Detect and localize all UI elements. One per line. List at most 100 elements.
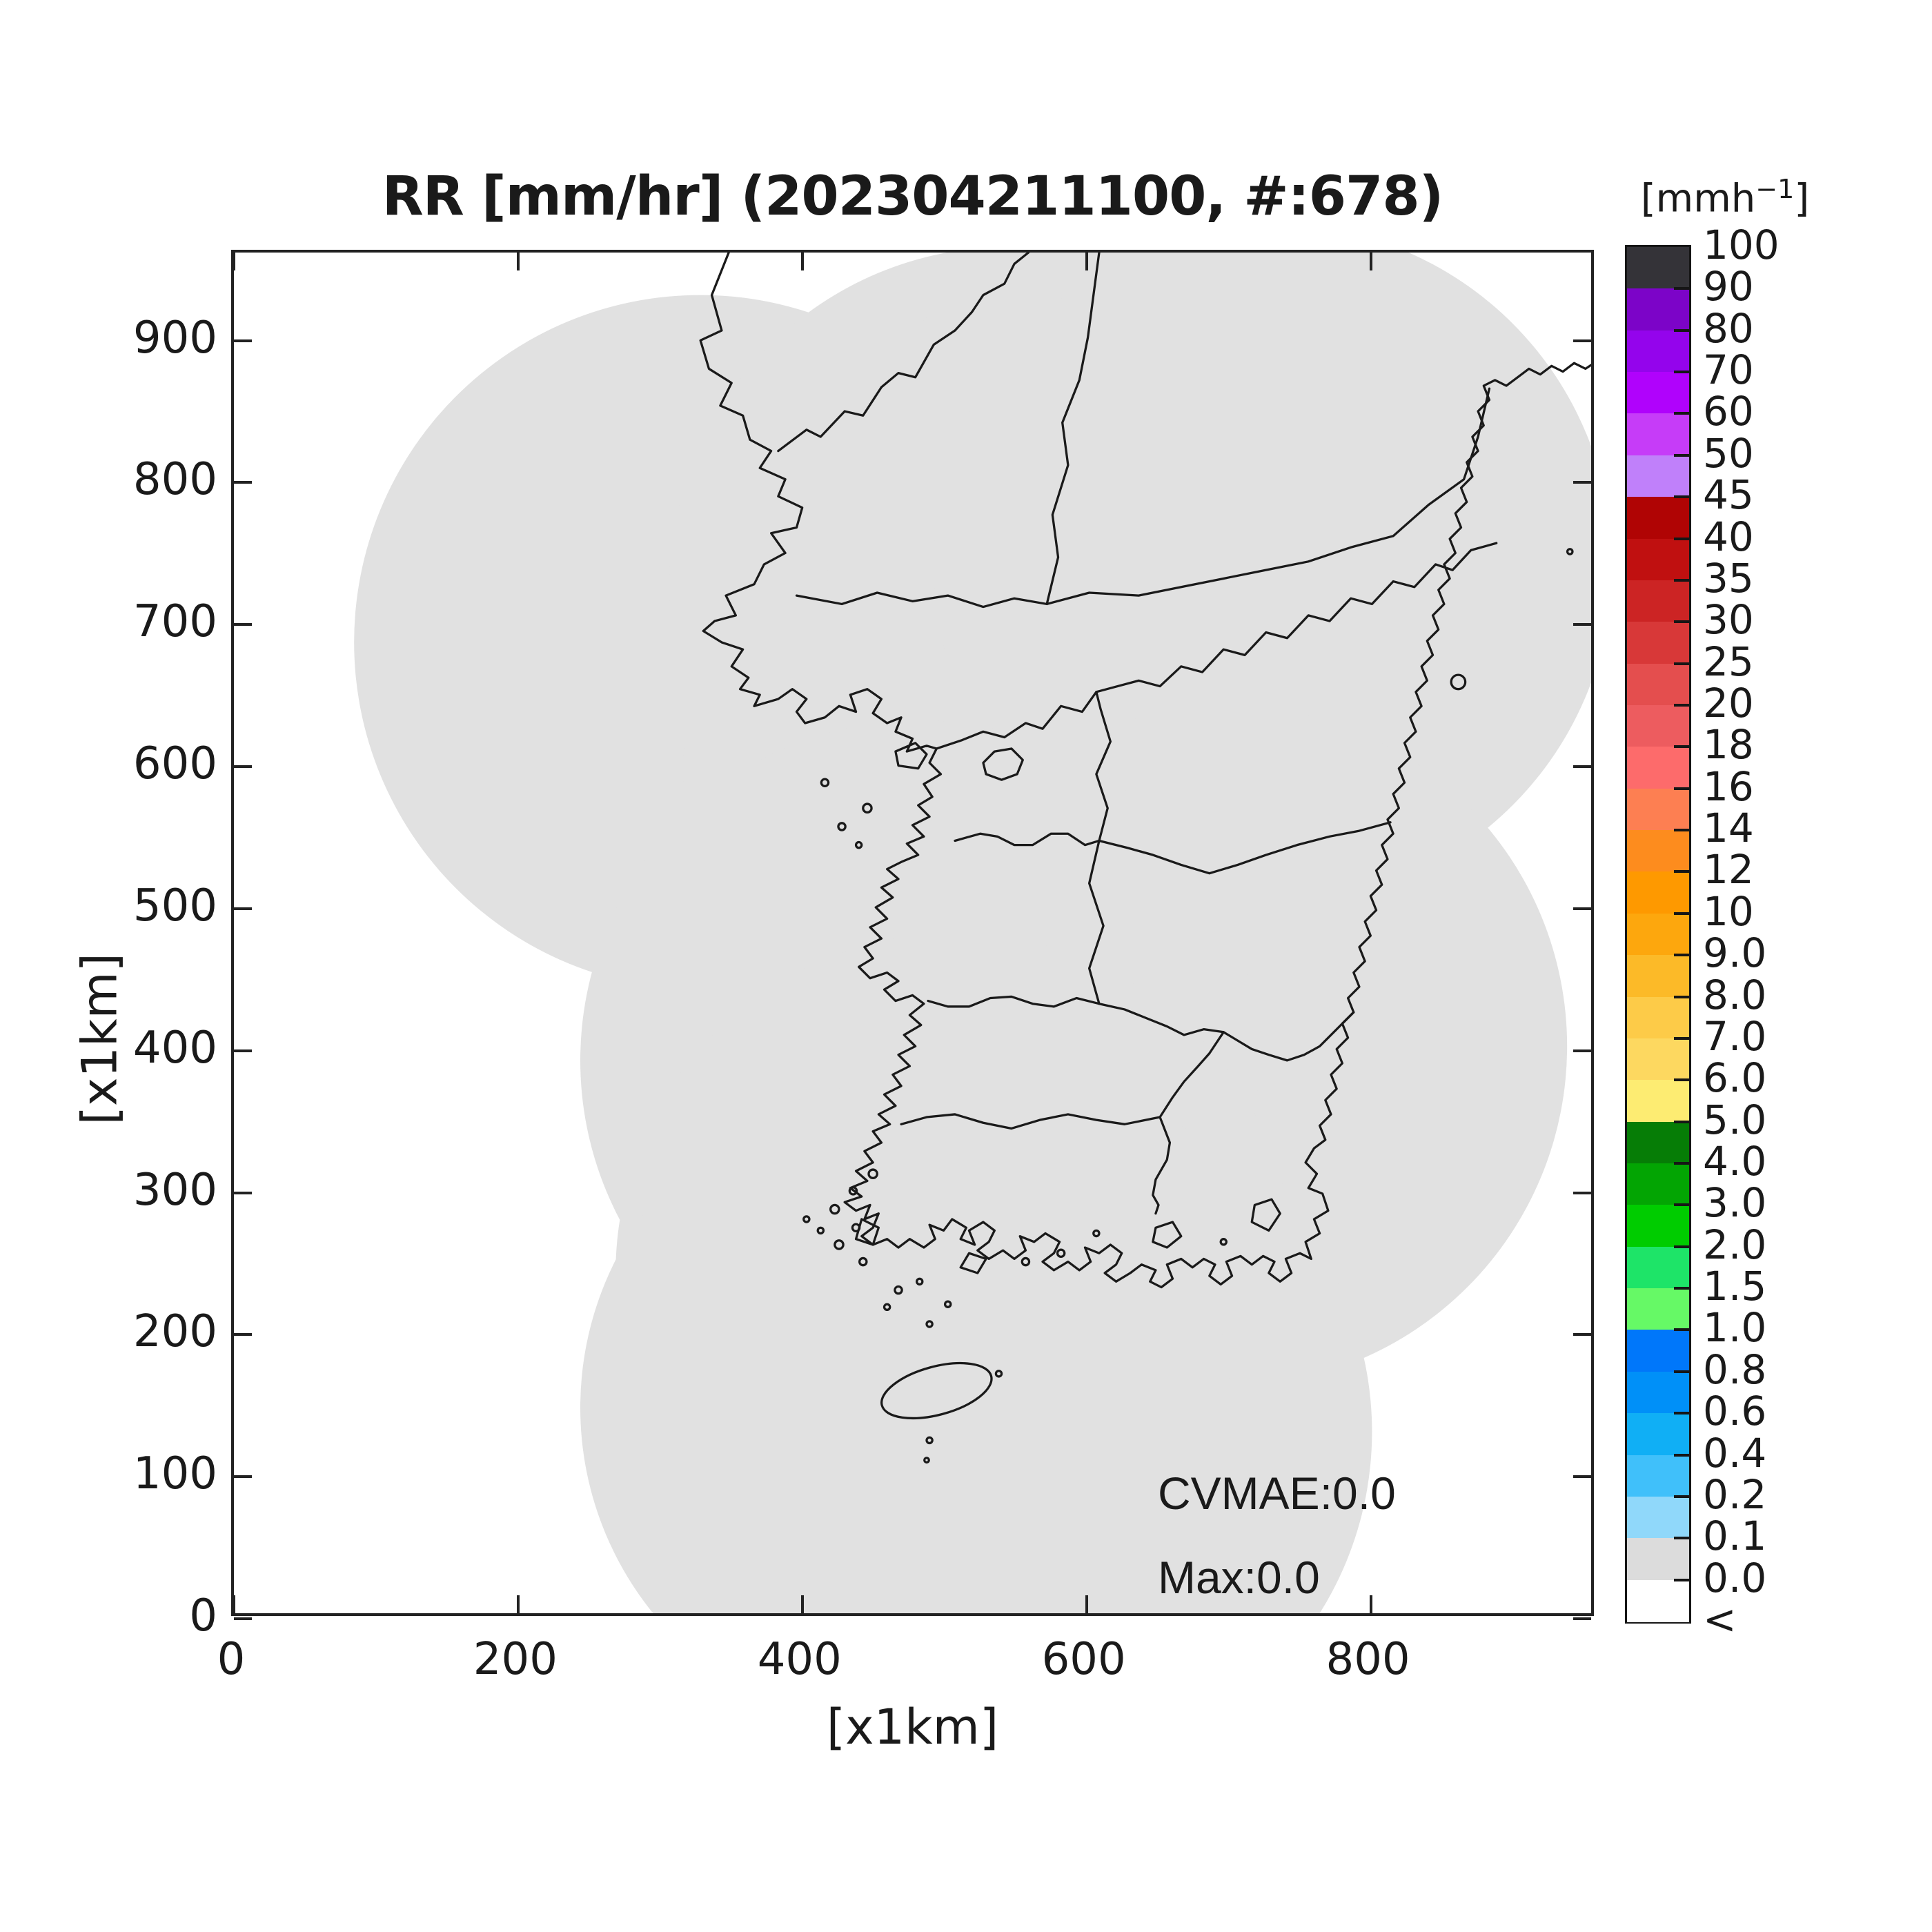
colorbar-tick-mark — [1674, 453, 1689, 457]
colorbar-boundary-label: < — [1703, 1596, 1737, 1643]
colorbar-segment — [1627, 871, 1689, 914]
y-axis-tick-label: 0 — [189, 1590, 217, 1642]
annotation-max: Max:0.0 — [1158, 1552, 1320, 1603]
colorbar-boundary-label: 18 — [1703, 721, 1754, 769]
y-axis-tick-mark — [234, 339, 252, 342]
colorbar-tick-mark — [1674, 787, 1689, 790]
colorbar-segment — [1627, 247, 1689, 289]
colorbar-tick-mark — [1674, 1370, 1689, 1373]
y-axis-tick-mark — [1573, 1191, 1591, 1194]
x-axis-tick-label: 0 — [217, 1634, 246, 1685]
y-axis-tick-mark — [234, 1049, 252, 1052]
colorbar-boundary-label: 4.0 — [1703, 1138, 1767, 1185]
plot-area — [231, 250, 1594, 1620]
colorbar-segment — [1627, 1038, 1689, 1081]
colorbar-tick-mark — [1674, 1245, 1689, 1248]
coastline-and-borders — [699, 253, 1591, 1464]
y-axis-tick-label: 100 — [132, 1448, 217, 1500]
colorbar-segment — [1627, 913, 1689, 956]
colorbar-tick-mark — [1674, 1287, 1689, 1290]
y-axis-tick-mark — [1573, 623, 1591, 627]
y-axis-tick-mark — [234, 1475, 252, 1479]
colorbar-boundary-label: 80 — [1703, 304, 1754, 352]
colorbar-segment — [1627, 538, 1689, 581]
colorbar-boundary-label: 5.0 — [1703, 1096, 1767, 1143]
colorbar-unit-label: [mmh−1] — [1608, 174, 1842, 221]
y-axis-tick-label: 500 — [132, 880, 217, 931]
y-axis-tick-mark — [234, 623, 252, 627]
y-axis-tick-mark — [234, 1617, 252, 1620]
x-axis-tick-mark — [233, 253, 235, 270]
colorbar-segment — [1627, 747, 1689, 789]
colorbar-boundary-label: 0.4 — [1703, 1429, 1767, 1477]
colorbar-segment — [1627, 705, 1689, 747]
colorbar-boundary-label: 100 — [1703, 221, 1780, 268]
colorbar-boundary-label: 35 — [1703, 554, 1754, 602]
colorbar-segment — [1627, 455, 1689, 497]
colorbar-boundary-label: 1.5 — [1703, 1263, 1767, 1310]
colorbar-boundary-label: 0.2 — [1703, 1470, 1767, 1518]
y-axis-tick-mark — [234, 481, 252, 484]
colorbar-tick-mark — [1674, 495, 1689, 499]
colorbar-segment — [1627, 1413, 1689, 1456]
colorbar — [1625, 245, 1691, 1624]
colorbar-segment — [1627, 497, 1689, 540]
colorbar-segment — [1627, 330, 1689, 373]
colorbar-tick-mark — [1674, 1328, 1689, 1332]
y-axis-tick-label: 400 — [132, 1022, 217, 1074]
annotation-cvmae: CVMAE:0.0 — [1158, 1468, 1396, 1519]
x-axis-label: [x1km] — [826, 1699, 999, 1755]
colorbar-segment — [1627, 372, 1689, 415]
colorbar-tick-mark — [1674, 1537, 1689, 1540]
colorbar-tick-mark — [1674, 704, 1689, 707]
colorbar-boundary-label: 60 — [1703, 388, 1754, 435]
colorbar-tick-mark — [1674, 1078, 1689, 1082]
colorbar-segment — [1627, 1163, 1689, 1205]
colorbar-tick-mark — [1674, 412, 1689, 415]
colorbar-boundary-label: 8.0 — [1703, 971, 1767, 1018]
colorbar-boundary-label: 50 — [1703, 429, 1754, 477]
colorbar-tick-mark — [1674, 578, 1689, 582]
x-axis-tick-label: 600 — [1041, 1634, 1126, 1685]
x-axis-tick-mark — [516, 253, 520, 270]
colorbar-boundary-label: 45 — [1703, 471, 1754, 519]
colorbar-segment — [1627, 1538, 1689, 1581]
colorbar-boundary-label: 2.0 — [1703, 1221, 1767, 1268]
colorbar-tick-mark — [1674, 537, 1689, 540]
colorbar-boundary-label: 1.0 — [1703, 1304, 1767, 1352]
colorbar-segment — [1627, 1288, 1689, 1331]
colorbar-tick-mark — [1674, 371, 1689, 374]
colorbar-boundary-label: 40 — [1703, 513, 1754, 560]
y-axis-tick-mark — [1573, 481, 1591, 484]
colorbar-boundary-label: 0.1 — [1703, 1512, 1767, 1560]
colorbar-boundary-label: 12 — [1703, 846, 1754, 894]
colorbar-tick-mark — [1674, 1495, 1689, 1498]
colorbar-tick-mark — [1674, 1578, 1689, 1581]
x-axis-tick-mark — [1369, 253, 1372, 270]
colorbar-tick-mark — [1674, 1453, 1689, 1457]
colorbar-boundary-label: 9.0 — [1703, 929, 1767, 977]
colorbar-boundary-label: 0.0 — [1703, 1554, 1767, 1601]
x-axis-tick-mark — [516, 1595, 520, 1613]
colorbar-boundary-label: 7.0 — [1703, 1012, 1767, 1060]
x-axis-tick-mark — [1085, 253, 1088, 270]
colorbar-tick-mark — [1674, 995, 1689, 998]
y-axis-tick-mark — [1573, 1333, 1591, 1337]
y-axis-tick-mark — [1573, 1617, 1591, 1620]
x-axis-tick-mark — [233, 1595, 235, 1613]
y-axis-tick-mark — [1573, 907, 1591, 910]
colorbar-segment — [1627, 1205, 1689, 1248]
colorbar-tick-mark — [1674, 954, 1689, 957]
y-axis-tick-mark — [234, 765, 252, 769]
colorbar-segment — [1627, 1246, 1689, 1289]
colorbar-boundary-label: 0.6 — [1703, 1388, 1767, 1435]
colorbar-tick-mark — [1674, 1120, 1689, 1123]
colorbar-boundary-label: 90 — [1703, 263, 1754, 310]
y-axis-tick-mark — [234, 1191, 252, 1194]
colorbar-boundary-label: 10 — [1703, 887, 1754, 935]
colorbar-segment — [1627, 955, 1689, 998]
colorbar-tick-mark — [1674, 870, 1689, 874]
colorbar-boundary-label: 70 — [1703, 346, 1754, 394]
colorbar-tick-mark — [1674, 1203, 1689, 1207]
